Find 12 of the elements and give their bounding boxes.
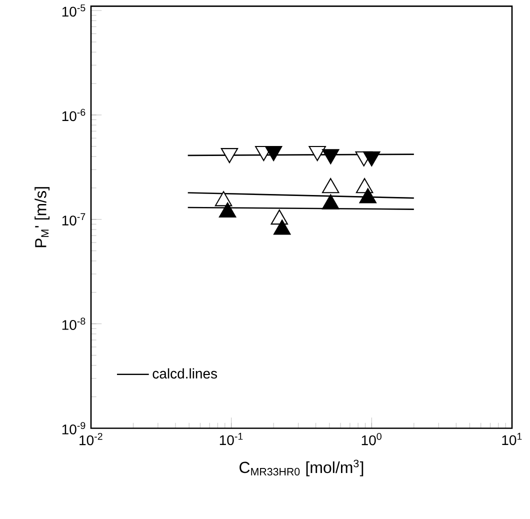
y-axis-title: P$_{M}$' [m/s] — [34, 187, 50, 247]
y-tick-label: 10$^{-6}$ — [62, 108, 86, 122]
x-tick-label: 10$^{1}$ — [502, 432, 522, 446]
y-tick-label: 10$^{-5}$ — [62, 4, 86, 17]
x-axis-title: C$_{MR33HR0}$ [mol/m$^{3}$] — [240, 460, 364, 476]
x-tick-label: 10$^{-2}$ — [80, 432, 102, 446]
legend-label: calcd.lines — [152, 368, 218, 378]
x-tick-label: 10$^{-1}$ — [220, 432, 243, 446]
x-tick-label: 10$^{0}$ — [362, 432, 382, 446]
y-tick-label: 10$^{-7}$ — [62, 213, 86, 226]
y-tick-label: 10$^{-8}$ — [62, 318, 86, 330]
y-tick-label: 10$^{-9}$ — [62, 422, 86, 434]
